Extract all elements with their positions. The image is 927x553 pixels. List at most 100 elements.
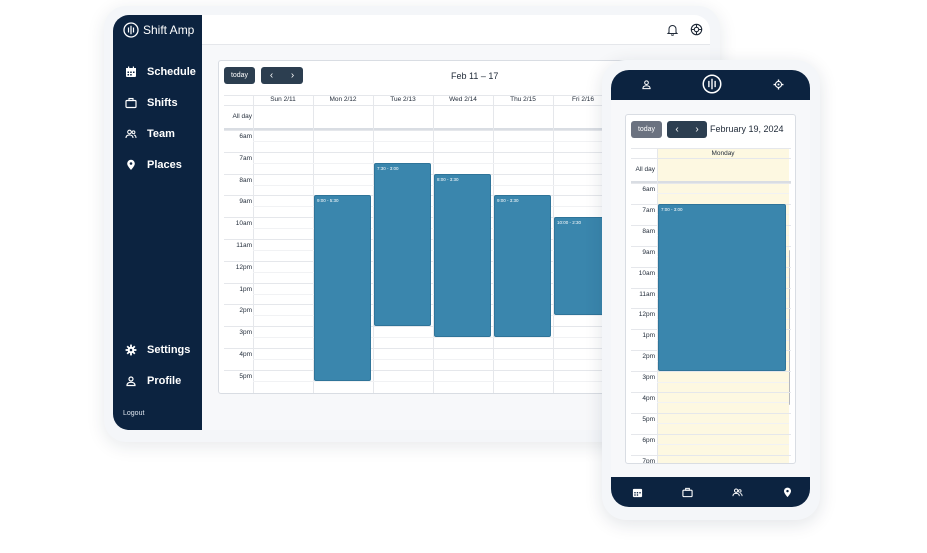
time-label: 1pm	[642, 332, 655, 340]
all-day-label: All day	[635, 166, 655, 173]
time-label: 10am	[235, 220, 252, 228]
next-button[interactable]: ›	[290, 70, 295, 81]
time-label: 12pm	[235, 263, 252, 271]
sidebar-item-label: Settings	[147, 344, 191, 356]
sidebar-item-profile[interactable]: Profile	[125, 375, 181, 387]
column-line	[253, 95, 254, 393]
time-label: 5pm	[239, 372, 252, 380]
hour-line	[631, 392, 791, 393]
shift-event[interactable]: 9:00 - 5:30	[314, 195, 371, 381]
mobile-today-button[interactable]: today	[631, 121, 662, 138]
calendar-title: Feb 11 – 17	[451, 71, 499, 81]
all-day-label: All day	[232, 113, 252, 120]
day-header: Monday	[711, 150, 735, 157]
mobile-day-nav: ‹ ›	[667, 121, 707, 138]
gear-icon[interactable]	[773, 79, 784, 90]
sidebar-item-places[interactable]: Places	[125, 159, 182, 171]
map-pin-icon[interactable]	[782, 487, 793, 498]
topbar	[202, 15, 710, 45]
time-label: 8am	[239, 176, 252, 184]
day-header: Wed 2/14	[449, 96, 477, 103]
half-hour-line	[657, 444, 789, 446]
time-label: 4pm	[642, 395, 655, 402]
column-line	[657, 148, 658, 463]
day-calendar: today ‹ › February 19, 2024 Monday All da…	[625, 114, 796, 464]
shift-event[interactable]: 9:00 - 3:30	[494, 195, 551, 338]
calendar-icon	[126, 66, 136, 77]
team-icon[interactable]	[732, 487, 743, 498]
time-label: 3pm	[239, 329, 252, 337]
time-label: 10am	[638, 269, 655, 277]
prev-button[interactable]: ‹	[675, 124, 679, 135]
time-label: 2pm	[239, 307, 252, 315]
sidebar-item-shifts[interactable]: Shifts	[125, 97, 178, 109]
shift-event[interactable]: 7:00 - 3:00	[658, 203, 786, 372]
day-header: Fri 2/16	[571, 96, 595, 103]
day-header: Thu 2/15	[510, 96, 536, 103]
logo-icon	[123, 22, 139, 38]
briefcase-icon[interactable]	[682, 487, 693, 498]
prev-button[interactable]: ‹	[269, 70, 274, 81]
sidebar-item-label: Team	[147, 128, 175, 140]
hour-line	[631, 412, 791, 414]
shift-event[interactable]: 8:00 - 3:30	[434, 173, 491, 338]
half-hour-line	[253, 358, 685, 360]
next-button[interactable]: ›	[695, 124, 699, 135]
team-icon	[125, 129, 137, 139]
time-label: 6am	[642, 186, 655, 193]
hour-line	[631, 371, 791, 373]
grid-line	[631, 181, 791, 183]
brand-name: Shift Amp	[143, 23, 195, 37]
column-line	[493, 95, 494, 393]
shift-event[interactable]: 7:30 - 3:00	[374, 162, 431, 327]
time-label: 4pm	[239, 351, 252, 358]
calendar-icon[interactable]	[632, 487, 643, 498]
mobile-calendar-title: February 19, 2024	[710, 124, 784, 134]
today-button[interactable]: today	[224, 67, 255, 84]
support-icon[interactable]	[690, 23, 703, 36]
briefcase-icon	[125, 97, 137, 109]
bell-icon[interactable]	[666, 23, 679, 36]
logo-icon[interactable]	[702, 74, 722, 94]
user-icon[interactable]	[641, 79, 652, 90]
column-line	[433, 95, 434, 393]
half-hour-line	[657, 423, 789, 425]
mobile-topbar	[611, 70, 810, 100]
sidebar-item-settings[interactable]: Settings	[125, 344, 190, 356]
grid-line	[224, 128, 685, 130]
sidebar: Shift Amp Schedule Shifts Team Places Se…	[113, 15, 202, 430]
grid-line	[631, 158, 791, 159]
user-icon	[126, 376, 136, 387]
brand[interactable]: Shift Amp	[123, 22, 194, 38]
day-header: Sun 2/11	[270, 96, 296, 103]
sidebar-item-team[interactable]: Team	[125, 128, 175, 140]
half-hour-line	[657, 402, 789, 404]
grid-line	[631, 148, 791, 149]
hour-line	[224, 348, 685, 349]
column-line	[553, 95, 554, 393]
scrollbar[interactable]	[788, 250, 790, 405]
time-label: 6pm	[642, 436, 655, 444]
shift-event[interactable]: 10:00 - 2:30	[554, 217, 611, 316]
half-hour-line	[253, 380, 685, 382]
logout-link[interactable]: Logout	[123, 410, 145, 417]
hour-line	[631, 433, 791, 435]
day-header: Tue 2/13	[390, 96, 416, 103]
time-label: 7am	[642, 206, 655, 214]
week-nav: ‹ ›	[261, 67, 303, 84]
time-label: 9am	[239, 198, 252, 206]
half-hour-line	[657, 193, 789, 195]
time-label: 8am	[642, 227, 655, 235]
hour-line	[224, 369, 685, 371]
mobile-app-window: today ‹ › February 19, 2024 Monday All da…	[611, 70, 810, 507]
hour-line	[224, 130, 685, 131]
time-label: 7am	[239, 154, 252, 162]
sidebar-item-label: Profile	[147, 375, 182, 387]
column-line	[373, 95, 374, 393]
column-line	[313, 95, 314, 393]
sidebar-item-schedule[interactable]: Schedule	[125, 66, 196, 78]
sidebar-item-label: Schedule	[147, 66, 196, 78]
sidebar-item-label: Shifts	[147, 97, 178, 109]
time-label: 11am	[236, 242, 252, 249]
time-label: 2pm	[642, 353, 655, 361]
